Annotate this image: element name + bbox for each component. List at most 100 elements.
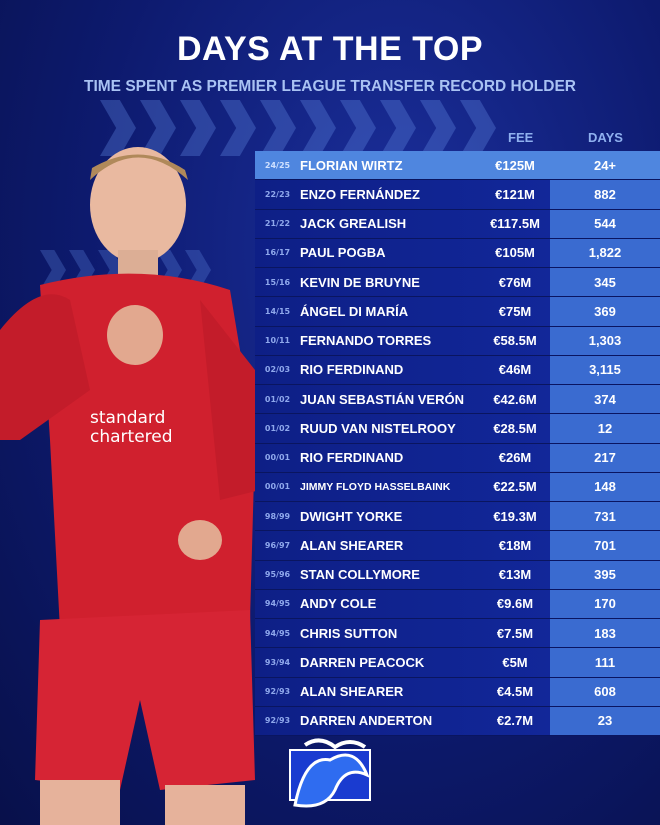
days-cell: 170 (550, 589, 660, 618)
days-cell: 374 (550, 385, 660, 414)
days-cell: 24+ (593, 157, 617, 173)
season-cell: 24/25 (264, 160, 291, 170)
fee-cell: €9.6M (496, 596, 534, 612)
fee-cell: €121M (495, 186, 535, 202)
player-name-cell: STAN COLLYMORE (300, 567, 420, 583)
fee-cell: €117.5M (490, 216, 540, 232)
days-cell: 544 (550, 209, 660, 238)
table-row: 22/23 ENZO FERNÁNDEZ €121M 882 (255, 180, 660, 210)
player-name-cell: ÁNGEL DI MARÍA (300, 303, 409, 319)
season-cell: 16/17 (264, 248, 291, 258)
table-row: 24/25 FLORIAN WIRTZ €125M 24+ (255, 151, 660, 181)
table-row: 98/99 DWIGHT YORKE €19.3M 731 (255, 502, 660, 532)
fee-header: FEE (508, 130, 534, 145)
days-cell: 23 (550, 706, 660, 735)
days-cell: 882 (550, 180, 660, 209)
table-row: 21/22 JACK GREALISH €117.5M 544 (255, 209, 660, 239)
season-cell: 00/01 (264, 482, 291, 492)
fee-cell: €105M (495, 245, 535, 261)
season-cell: 15/16 (264, 277, 291, 287)
wave-logo (289, 738, 371, 808)
table-row: 00/01 JIMMY FLOYD HASSELBAINK €22.5M 148 (255, 472, 660, 502)
fee-cell: €22.5M (493, 479, 537, 495)
season-cell: 02/03 (264, 365, 291, 375)
days-cell: 345 (550, 268, 660, 297)
table-row: 96/97 ALAN SHEARER €18M 701 (255, 531, 660, 561)
player-name-cell: JUAN SEBASTIÁN VERÓN (300, 391, 464, 407)
player-name-cell: ALAN SHEARER (300, 537, 404, 553)
season-cell: 01/02 (264, 394, 291, 404)
page-title: DAYS AT THE TOP (177, 30, 483, 68)
player-name-cell: JACK GREALISH (300, 216, 407, 232)
player-name-cell: PAUL POGBA (300, 245, 386, 261)
season-cell: 10/11 (264, 336, 291, 346)
season-cell: 95/96 (264, 570, 291, 580)
table-row: 94/95 ANDY COLE €9.6M 170 (255, 589, 660, 619)
player-name-cell: ANDY COLE (300, 596, 377, 612)
fee-cell: €13M (498, 567, 532, 583)
season-cell: 00/01 (264, 453, 291, 463)
days-cell: 1,822 (550, 238, 660, 267)
fee-cell: €2.7M (496, 713, 534, 729)
season-cell: 98/99 (264, 511, 291, 521)
season-cell: 94/95 (264, 628, 291, 638)
fee-cell: €76M (498, 274, 532, 290)
player-name-cell: CHRIS SUTTON (300, 625, 398, 641)
season-cell: 14/15 (264, 306, 291, 316)
fee-cell: €26M (498, 450, 532, 466)
page-subtitle: TIME SPENT AS PREMIER LEAGUE TRANSFER RE… (83, 78, 576, 95)
player-name-cell: JIMMY FLOYD HASSELBAINK (300, 480, 451, 493)
season-cell: 21/22 (264, 219, 291, 229)
player-name-cell: RIO FERDINAND (300, 362, 404, 378)
fee-cell: €5M (502, 654, 528, 670)
days-cell: 608 (550, 677, 660, 706)
fee-cell: €46M (498, 362, 532, 378)
fee-cell: €19.3M (493, 508, 537, 524)
player-name-cell: RIO FERDINAND (300, 450, 404, 466)
fee-cell: €28.5M (493, 420, 537, 436)
days-cell: 1,303 (550, 326, 660, 355)
days-cell: 701 (550, 531, 660, 560)
days-cell: 12 (550, 414, 660, 443)
days-cell: 148 (550, 472, 660, 501)
player-name-cell: KEVIN DE BRUYNE (300, 274, 420, 290)
table-row: 02/03 RIO FERDINAND €46M 3,115 (255, 355, 660, 385)
player-name-cell: FLORIAN WIRTZ (300, 157, 403, 173)
fee-cell: €7.5M (496, 625, 534, 641)
season-cell: 96/97 (264, 540, 291, 550)
days-cell: 111 (550, 648, 660, 677)
table-row: 93/94 DARREN PEACOCK €5M 111 (255, 648, 660, 678)
season-cell: 94/95 (264, 599, 291, 609)
table-row: 95/96 STAN COLLYMORE €13M 395 (255, 560, 660, 590)
player-name-cell: DWIGHT YORKE (300, 508, 403, 524)
table-row: 15/16 KEVIN DE BRUYNE €76M 345 (255, 268, 660, 298)
player-name-cell: FERNANDO TORRES (300, 333, 432, 349)
days-cell: 731 (550, 502, 660, 531)
table-row: 00/01 RIO FERDINAND €26M 217 (255, 443, 660, 473)
table-row: 10/11 FERNANDO TORRES €58.5M 1,303 (255, 326, 660, 356)
days-cell: 3,115 (550, 355, 660, 384)
days-header: DAYS (588, 130, 623, 145)
player-name-cell: RUUD VAN NISTELROOY (300, 420, 456, 436)
sponsor-text: standard (90, 408, 165, 428)
player-name-cell: DARREN PEACOCK (300, 654, 425, 670)
chevron-decoration (100, 100, 496, 156)
days-cell: 369 (550, 297, 660, 326)
player-image: standard chartered (0, 147, 260, 825)
table-row: 92/93 ALAN SHEARER €4.5M 608 (255, 677, 660, 707)
season-cell: 22/23 (264, 189, 291, 199)
table-row: 14/15 ÁNGEL DI MARÍA €75M 369 (255, 297, 660, 327)
fee-cell: €58.5M (493, 333, 537, 349)
season-cell: 92/93 (264, 687, 291, 697)
table-row: 16/17 PAUL POGBA €105M 1,822 (255, 238, 660, 268)
season-cell: 93/94 (264, 657, 291, 667)
season-cell: 92/93 (264, 716, 291, 726)
transfer-record-table: 24/25 FLORIAN WIRTZ €125M 24+ 22/23 ENZO FERN… (255, 151, 660, 736)
player-name-cell: ALAN SHEARER (300, 684, 404, 700)
svg-text:chartered: chartered (90, 427, 173, 447)
days-cell: 183 (550, 619, 660, 648)
table-row: 92/93 DARREN ANDERTON €2.7M 23 (255, 706, 660, 736)
table-row: 01/02 RUUD VAN NISTELROOY €28.5M 12 (255, 414, 660, 444)
player-name-cell: DARREN ANDERTON (300, 713, 433, 729)
days-cell: 395 (550, 560, 660, 589)
